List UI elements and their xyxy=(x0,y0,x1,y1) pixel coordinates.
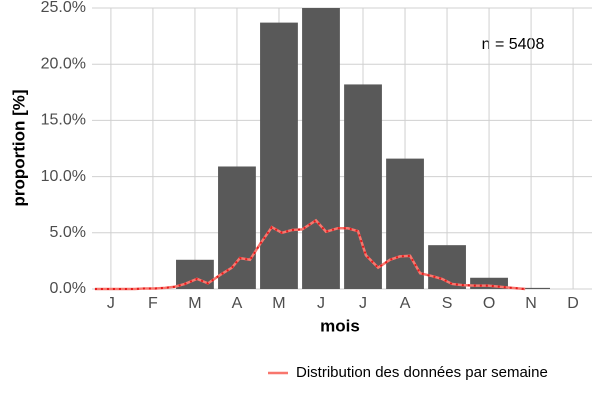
legend-label: Distribution des données par semaine xyxy=(296,364,548,381)
x-tick-label: J xyxy=(359,295,367,312)
x-tick-label: F xyxy=(148,295,158,312)
y-tick-label: 10.0% xyxy=(41,168,86,185)
y-tick-label: 25.0% xyxy=(41,0,86,16)
annotation: n = 5408 xyxy=(482,36,545,53)
bar xyxy=(302,8,340,289)
bar xyxy=(512,287,550,289)
x-tick-label: M xyxy=(188,295,201,312)
y-tick-label: 5.0% xyxy=(50,224,86,241)
line-dotted xyxy=(94,219,526,290)
x-tick-label: N xyxy=(525,295,537,312)
x-tick-label: J xyxy=(317,295,325,312)
x-tick-label: J xyxy=(107,295,115,312)
x-tick-label: A xyxy=(400,295,411,312)
x-tick-label: A xyxy=(232,295,243,312)
x-tick-label: S xyxy=(442,295,453,312)
x-tick-label: D xyxy=(567,295,579,312)
bar xyxy=(344,84,382,289)
x-tick-label: O xyxy=(483,295,495,312)
y-tick-label: 20.0% xyxy=(41,55,86,72)
x-tick-label: M xyxy=(272,295,285,312)
y-axis-label: proportion [%] xyxy=(9,89,28,206)
bar xyxy=(470,277,508,289)
bar xyxy=(260,22,298,289)
x-axis-label: mois xyxy=(320,316,360,335)
bar xyxy=(218,166,256,289)
y-tick-label: 0.0% xyxy=(50,280,86,297)
y-tick-label: 15.0% xyxy=(41,112,86,129)
